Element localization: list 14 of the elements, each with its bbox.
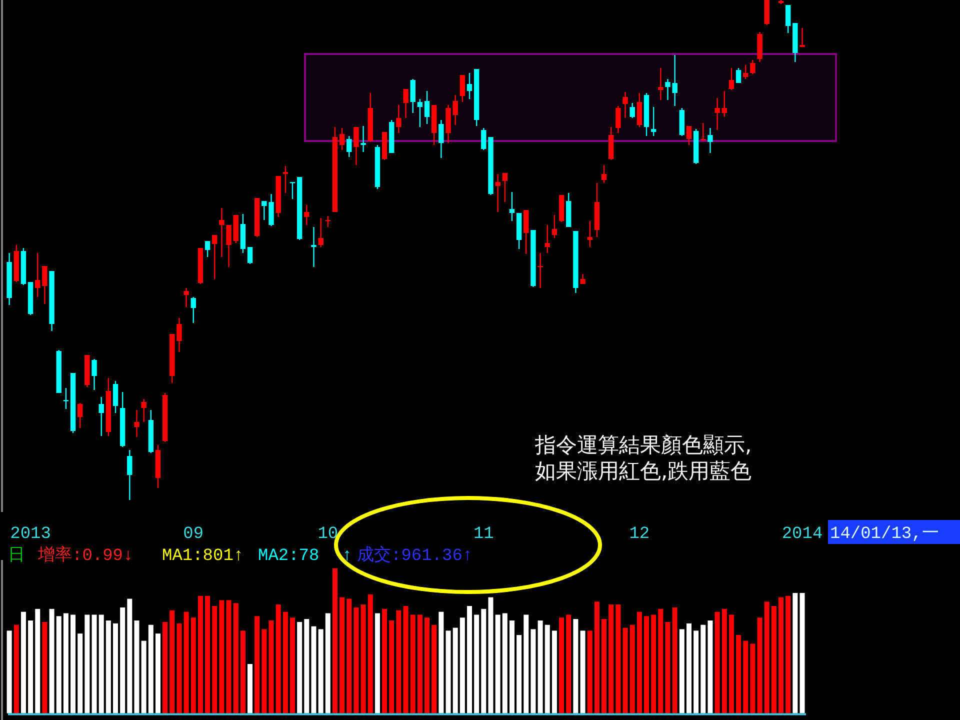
text: MA1:801↑ [162,547,244,566]
text: MA2:78 [258,547,320,566]
text: 日 [8,547,25,566]
x-tick-label: 10 [318,525,338,544]
x-tick-label: 2014 [782,525,823,544]
x-tick-label: 09 [183,525,204,544]
text: 增率:0.99↓ [37,545,134,566]
annotation: 指令運算結果顏色顯示,如果漲用紅色,跌用藍色 [535,432,753,484]
text: 14/01/13,一 [830,525,939,544]
x-tick-label: 11 [473,525,494,544]
x-tick-label: 12 [629,525,650,544]
text: ↑ [342,547,352,566]
text: 成交:961.36↑ [357,545,473,566]
x-tick-label: 2013 [10,525,51,544]
